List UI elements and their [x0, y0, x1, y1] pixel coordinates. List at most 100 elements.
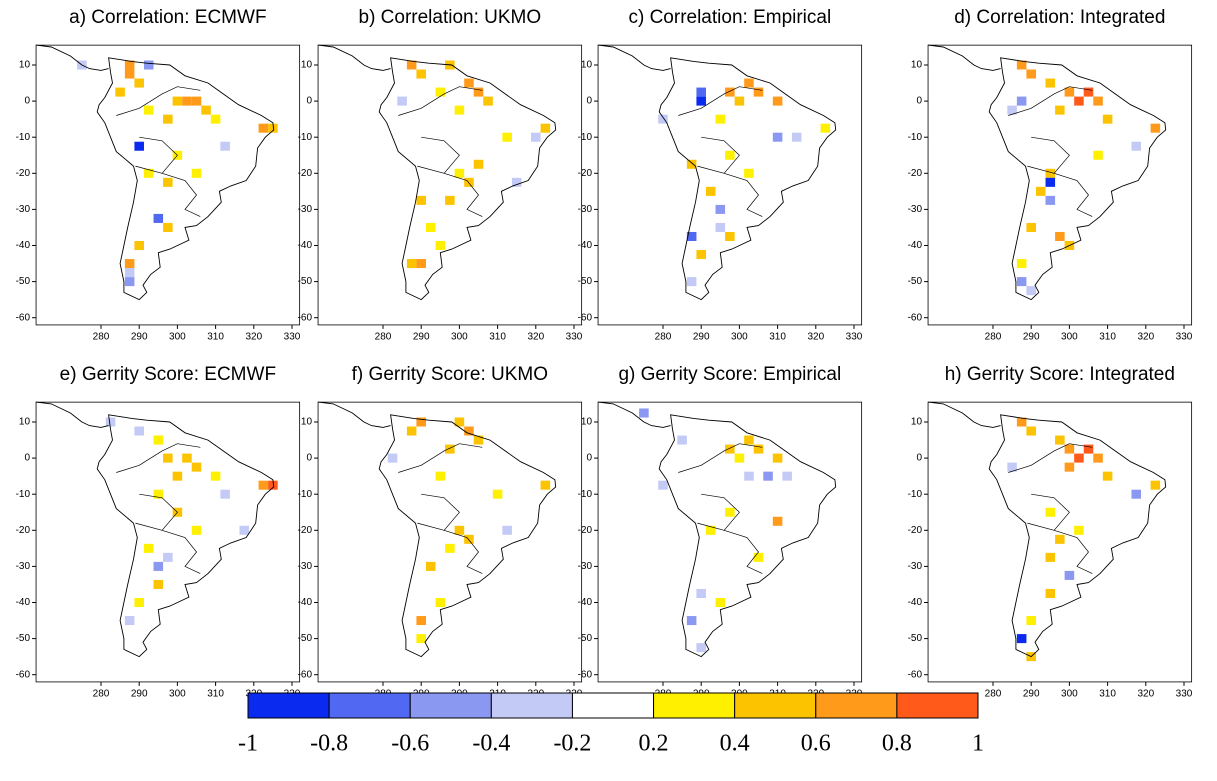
colorbar-label: -0.8 [310, 731, 348, 757]
x-tick-label: 320 [1137, 689, 1154, 700]
grid-cell [1093, 150, 1103, 160]
grid-cell [134, 78, 144, 88]
grid-cell [686, 616, 697, 626]
grid-cell [473, 159, 484, 169]
grid-cell [153, 213, 164, 223]
grid-cell [1045, 588, 1056, 598]
y-tick-label: -60 [578, 312, 593, 323]
grid-cell [686, 231, 697, 241]
grid-cell [696, 643, 706, 653]
grid-cell [715, 597, 726, 608]
y-tick-label: 10 [911, 417, 923, 428]
y-tick-label: 10 [301, 60, 313, 71]
y-tick-label: -30 [16, 561, 31, 572]
grid-cell [725, 150, 735, 160]
colorbar-label: -0.2 [553, 731, 591, 757]
y-tick-label: -60 [16, 669, 31, 680]
border [1027, 522, 1093, 574]
grid-cell [473, 435, 484, 445]
panel-title: g) Gerrity Score: Empirical [618, 364, 841, 385]
coastline [928, 44, 1001, 71]
coastline [928, 401, 1001, 428]
grid-cell [639, 408, 649, 418]
grid-cell [435, 471, 446, 481]
y-tick-label: 0 [916, 453, 922, 464]
grid-cell [182, 453, 192, 463]
grid-cell [406, 426, 417, 436]
colorbar-box [328, 692, 411, 719]
y-tick-label: -60 [578, 669, 593, 680]
x-tick-label: 290 [131, 689, 148, 700]
grid-cell [1007, 105, 1017, 115]
grid-cell [163, 453, 173, 463]
x-tick-label: 310 [489, 332, 506, 343]
border [417, 165, 483, 217]
grid-cell [445, 195, 455, 205]
grid-cell [153, 579, 164, 589]
grid-cell [1026, 426, 1036, 436]
grid-cell [696, 87, 706, 97]
grid-cell [696, 250, 706, 260]
y-tick-label: -40 [16, 597, 31, 608]
grid-cell [1093, 96, 1103, 106]
x-tick-label: 330 [284, 332, 301, 343]
grid-cell [725, 507, 735, 517]
x-tick-label: 330 [1176, 332, 1193, 343]
coastline [318, 44, 391, 71]
border [421, 136, 460, 174]
coastline [318, 401, 391, 428]
y-tick-label: 10 [301, 417, 313, 428]
y-tick-label: 10 [19, 417, 31, 428]
grid-cell [1102, 471, 1113, 481]
grid-cell [387, 453, 398, 463]
grid-cell [258, 480, 269, 490]
x-tick-label: 310 [1099, 332, 1116, 343]
y-tick-label: 0 [306, 96, 312, 107]
plot-frame [927, 44, 1193, 326]
coastline [36, 401, 109, 428]
grid-cell [725, 231, 735, 241]
y-tick-label: -50 [16, 276, 31, 287]
y-tick-label: 0 [916, 96, 922, 107]
grid-cell [1016, 634, 1027, 644]
plot-frame [927, 401, 1193, 683]
y-tick-label: -20 [298, 168, 313, 179]
colorbar-box [409, 692, 492, 719]
plot-frame [317, 401, 583, 683]
grid-cell [1055, 231, 1065, 241]
grid-cell [1064, 570, 1075, 580]
x-tick-label: 290 [1023, 332, 1040, 343]
grid-cell [753, 87, 764, 97]
colorbar-box [896, 692, 979, 719]
border [417, 522, 483, 574]
grid-cell [705, 186, 716, 196]
coastline [96, 57, 275, 301]
grid-cell [1035, 186, 1046, 196]
grid-cell [531, 132, 541, 142]
grid-cell [416, 417, 426, 427]
x-tick-label: 320 [1137, 332, 1154, 343]
x-tick-label: 330 [1176, 689, 1193, 700]
y-tick-label: -10 [298, 132, 313, 143]
grid-cell [715, 222, 726, 232]
y-tick-label: 0 [586, 453, 592, 464]
y-tick-label: -60 [298, 312, 313, 323]
y-tick-label: 10 [581, 60, 593, 71]
grid-cell [1045, 507, 1056, 517]
y-tick-label: -60 [16, 312, 31, 323]
grid-cell [454, 525, 465, 535]
grid-cell [820, 123, 831, 133]
grid-cell [464, 426, 474, 436]
y-tick-label: -30 [908, 561, 923, 572]
grid-cell [1055, 435, 1065, 445]
grid-cell [1083, 87, 1094, 97]
grid-cell [416, 69, 426, 79]
y-tick-label: -60 [908, 669, 923, 680]
panel: b) Correlation: UKMO 280 290 300 310 320 330 10… [298, 7, 583, 343]
grid-cell [540, 480, 551, 490]
colorbar-box [734, 692, 817, 719]
grid-cell [210, 114, 221, 124]
grid-cell [705, 525, 716, 535]
grid-cell [1074, 525, 1084, 535]
